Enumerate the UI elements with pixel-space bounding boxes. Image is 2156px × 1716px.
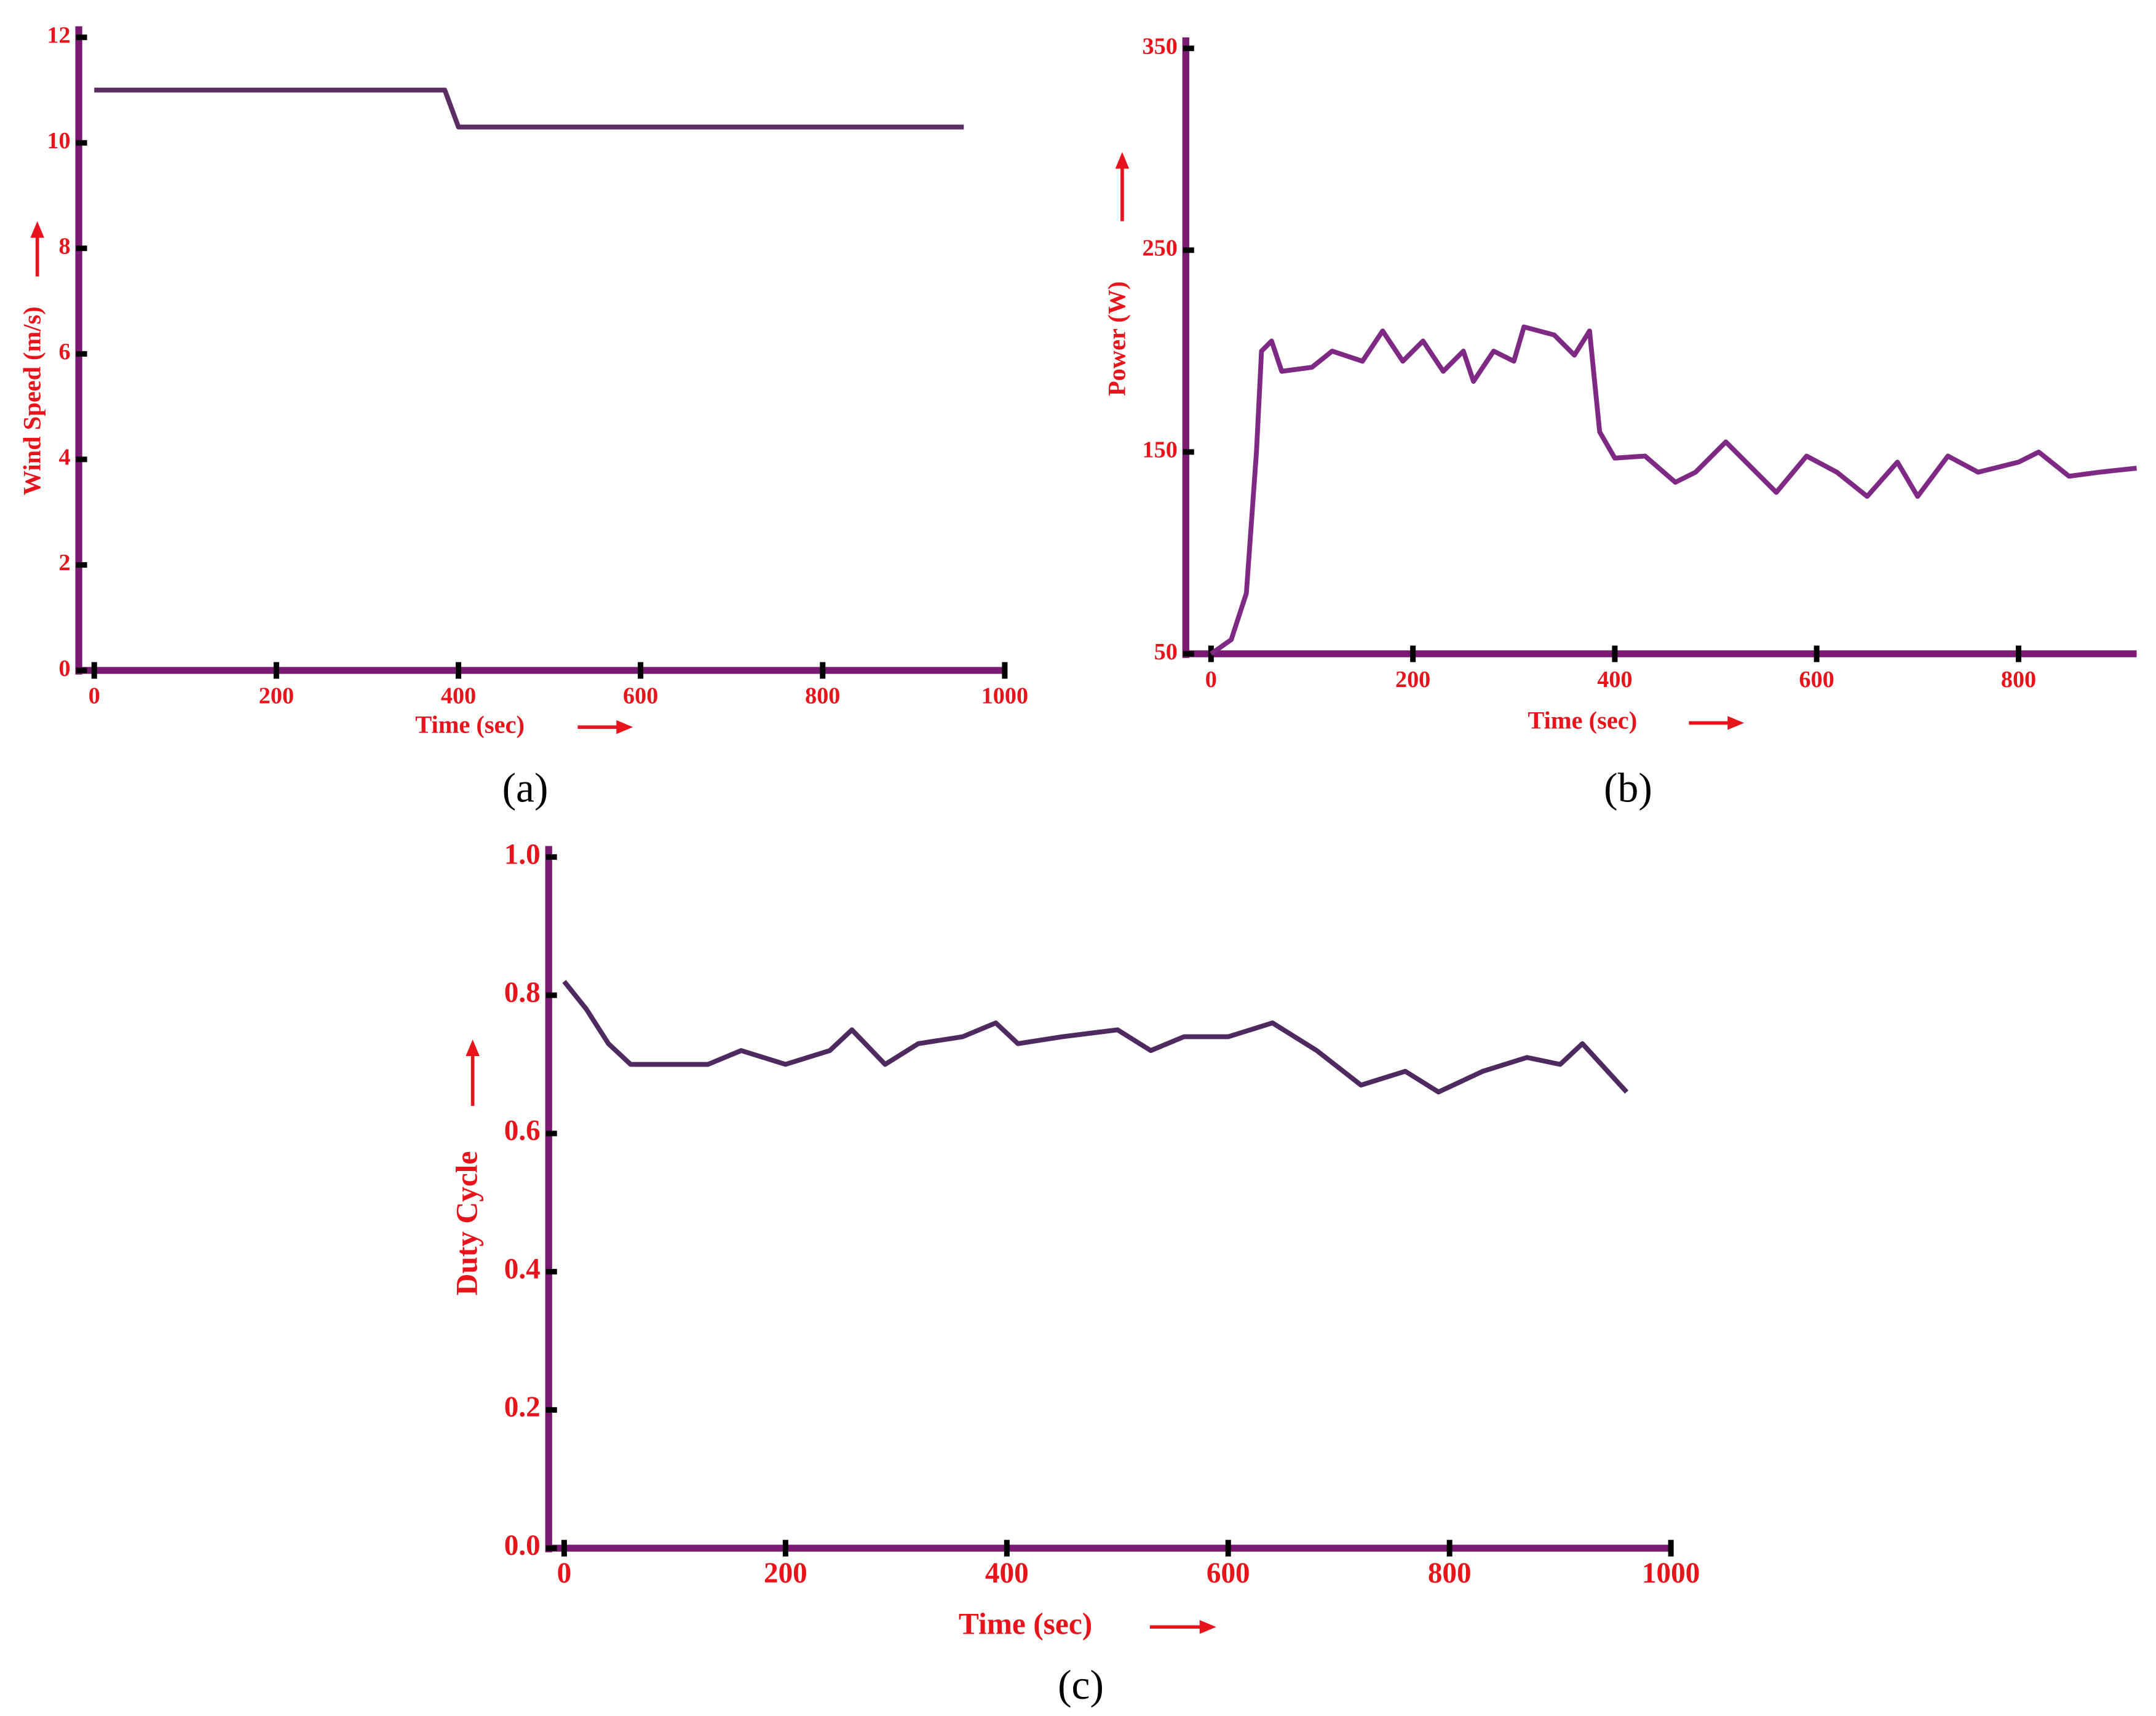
y-tick-label: 0.0 — [504, 1530, 541, 1562]
caption: (b) — [1604, 765, 1652, 811]
x-arrow-head — [616, 720, 633, 734]
y-tick-label: 10 — [47, 128, 70, 154]
x-arrow-head — [1199, 1620, 1216, 1634]
y-tick-label: 0 — [59, 656, 71, 681]
y-tick-label: 0.6 — [504, 1115, 541, 1147]
y-tick-label: 8 — [59, 234, 71, 260]
x-tick-label: 600 — [1207, 1557, 1250, 1589]
x-tick-label: 200 — [764, 1557, 807, 1589]
data-line — [1210, 324, 2137, 656]
y-axis-label: Power (W) — [1103, 281, 1131, 396]
y-tick-label: 12 — [47, 22, 70, 48]
x-tick-label: 400 — [1597, 667, 1632, 693]
x-arrow-head — [1727, 716, 1745, 730]
x-tick-label: 600 — [623, 683, 658, 709]
y-tick-label: 6 — [59, 339, 71, 365]
x-tick-label: 800 — [2001, 667, 2036, 693]
y-tick-label: 1.0 — [504, 838, 541, 870]
x-tick-label: 400 — [441, 683, 476, 709]
y-tick-label: 350 — [1143, 33, 1178, 59]
x-tick-label: 400 — [985, 1557, 1029, 1589]
data-line — [94, 87, 964, 130]
y-arrow-head — [466, 1039, 480, 1057]
y-tick-label: 0.4 — [504, 1253, 541, 1285]
x-axis-label: Time (sec) — [415, 710, 525, 738]
x-tick-label: 800 — [1428, 1557, 1472, 1589]
y-arrow-head — [30, 221, 44, 238]
x-tick-label: 1000 — [1642, 1557, 1700, 1589]
y-tick-label: 250 — [1143, 236, 1178, 261]
y-tick-label: 2 — [59, 550, 71, 576]
x-tick-label: 200 — [1395, 667, 1430, 693]
x-tick-label: 0 — [1205, 667, 1217, 693]
x-tick-label: 200 — [259, 683, 294, 709]
caption: (c) — [1058, 1662, 1104, 1708]
x-tick-label: 0 — [89, 683, 100, 709]
y-tick-label: 150 — [1143, 437, 1178, 463]
x-axis-label: Time (sec) — [959, 1607, 1092, 1641]
x-tick-label: 0 — [557, 1557, 572, 1589]
x-tick-label: 1000 — [981, 683, 1028, 709]
y-tick-label: 4 — [59, 445, 71, 471]
x-axis-label: Time (sec) — [1528, 707, 1637, 734]
x-tick-label: 600 — [1799, 667, 1834, 693]
y-axis-label: Duty Cycle — [450, 1151, 483, 1296]
x-tick-label: 800 — [805, 683, 840, 709]
y-axis-label: Wind Speed (m/s) — [18, 306, 46, 495]
caption: (a) — [502, 765, 549, 811]
y-arrow-head — [1115, 152, 1130, 169]
y-tick-label: 0.2 — [504, 1391, 541, 1423]
y-tick-label: 50 — [1154, 639, 1178, 665]
y-tick-label: 0.8 — [504, 977, 541, 1009]
data-line — [562, 980, 1629, 1095]
